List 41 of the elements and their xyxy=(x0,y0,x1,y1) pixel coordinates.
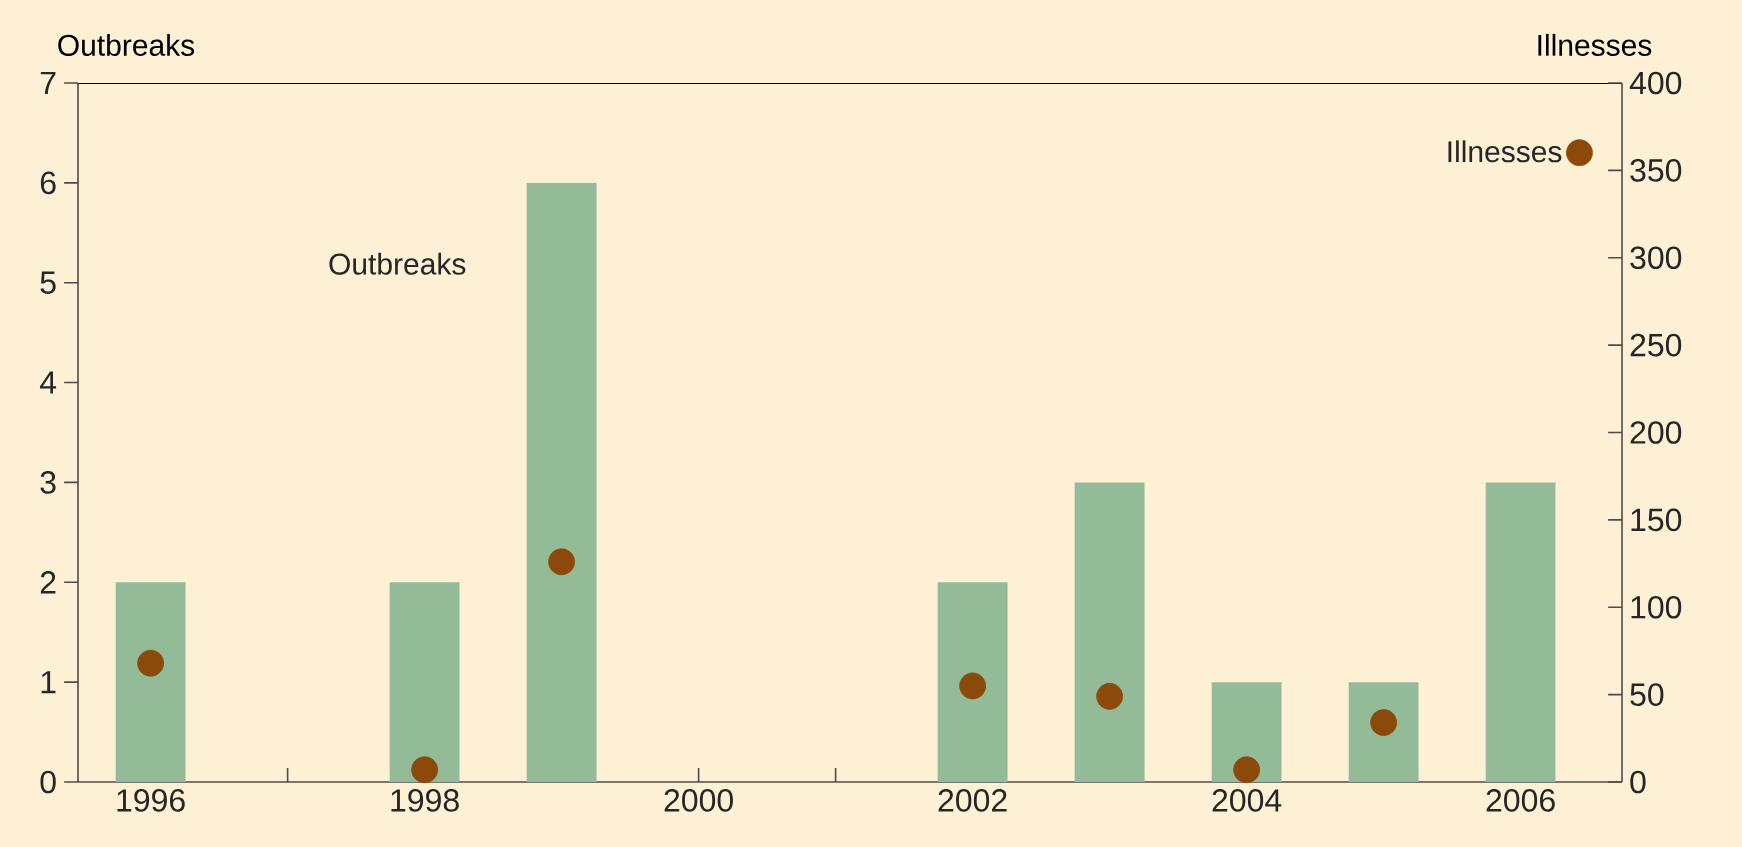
y2-tick-label: 400 xyxy=(1629,71,1682,95)
bar xyxy=(1074,482,1145,782)
y-tick-label: 7 xyxy=(40,71,56,95)
point xyxy=(1096,682,1124,710)
bar xyxy=(1211,682,1282,782)
bar xyxy=(526,182,597,782)
bar xyxy=(1485,482,1556,782)
y2-tick-label: 250 xyxy=(1630,333,1682,357)
x-tick-label: 2000 xyxy=(664,789,733,812)
y-tick-label: 2 xyxy=(40,571,56,594)
y-tick-label: 1 xyxy=(41,671,56,694)
y2-tick-label: 50 xyxy=(1630,683,1664,706)
x-tick-label: 2004 xyxy=(1212,789,1282,812)
point xyxy=(411,756,439,784)
y-tick-label: 3 xyxy=(40,471,56,494)
y-tick-label: 0 xyxy=(40,770,56,794)
y-axis-title: Outbreaks xyxy=(58,33,195,56)
x-tick-label: 1996 xyxy=(117,789,185,812)
y2-tick-label: 300 xyxy=(1630,246,1682,270)
y-tick-label: 4 xyxy=(39,371,57,394)
x-tick-label: 2006 xyxy=(1486,789,1555,812)
y2-tick-label: 200 xyxy=(1630,421,1682,444)
point xyxy=(959,672,987,700)
text: Outbreaks xyxy=(329,252,466,275)
point xyxy=(1233,756,1261,784)
point xyxy=(548,548,576,576)
y-tick-label: 5 xyxy=(40,271,56,294)
bar xyxy=(937,582,1008,782)
y2-tick-label: 100 xyxy=(1631,595,1682,619)
legend-label: Illnesses xyxy=(1448,140,1562,163)
bar xyxy=(1348,682,1419,782)
x-tick-label: 1998 xyxy=(391,789,459,812)
x-tick-label: 2002 xyxy=(938,789,1007,812)
y2-tick-label: 150 xyxy=(1631,508,1682,532)
y2-tick-label: 350 xyxy=(1630,159,1682,182)
bar xyxy=(389,582,460,782)
y2-axis-title: Illnesses xyxy=(1538,33,1652,56)
y-tick-label: 6 xyxy=(40,171,56,195)
bar xyxy=(115,582,186,782)
point xyxy=(137,649,165,677)
y2-tick-label: 0 xyxy=(1630,770,1646,794)
